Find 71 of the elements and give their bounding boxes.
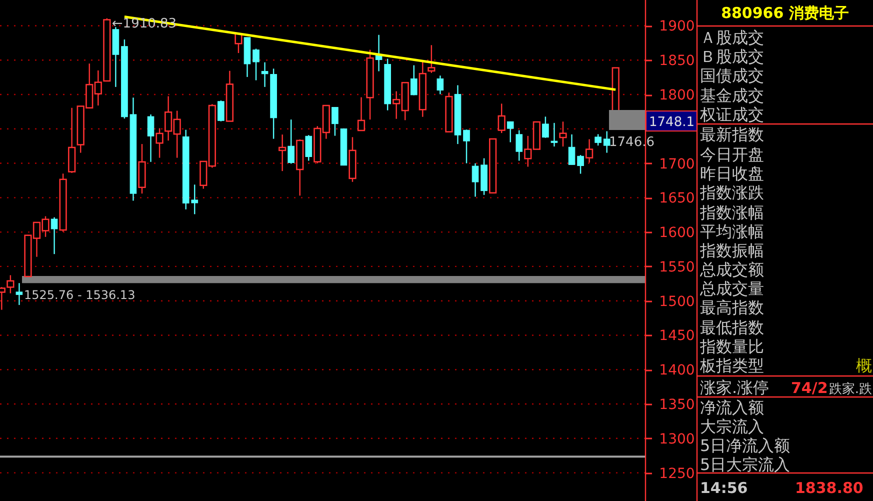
text: 14:56 xyxy=(700,479,748,497)
text: 1838.80 xyxy=(795,479,864,497)
candlestick xyxy=(50,216,58,255)
candlestick xyxy=(586,138,594,164)
text: Ａ股成交 xyxy=(700,28,764,47)
candlestick xyxy=(506,121,514,143)
candlestick xyxy=(288,118,295,164)
y-tick-label: 1550 xyxy=(659,259,695,276)
text: 最新指数 xyxy=(700,125,764,144)
text: 基金成交 xyxy=(700,86,764,105)
y-tick-label: 1600 xyxy=(659,225,695,242)
text: 昨日收盘 xyxy=(700,164,764,183)
candlestick xyxy=(542,116,549,138)
text: 5日大宗流入 xyxy=(700,455,790,474)
text: Ｂ股成交 xyxy=(700,47,764,66)
candlestick xyxy=(410,64,418,96)
y-tick-label: 1400 xyxy=(659,362,695,379)
candlestick xyxy=(463,128,470,164)
text: 总成交量 xyxy=(699,279,764,298)
candlestick xyxy=(498,103,506,134)
candlestick xyxy=(603,130,610,154)
candlestick xyxy=(436,74,444,95)
text: 指数振幅 xyxy=(699,241,764,260)
text: 平均涨幅 xyxy=(700,222,764,241)
candlestick xyxy=(516,130,523,162)
candlestick xyxy=(252,48,260,81)
y-tick-label: 1250 xyxy=(659,466,695,482)
candlestick xyxy=(147,114,154,163)
text: 今日开盘 xyxy=(700,145,764,164)
text: 概 xyxy=(856,356,872,375)
y-tick-label: 1900 xyxy=(659,18,695,35)
candlestick xyxy=(261,62,268,88)
text: 1748.1 xyxy=(649,115,694,130)
text: 指数量比 xyxy=(699,337,764,356)
candlestick xyxy=(594,134,602,146)
y-tick-label: 1800 xyxy=(659,88,695,104)
text: 74/2 xyxy=(791,379,828,397)
y-tick-label: 1500 xyxy=(659,294,695,310)
candlestick xyxy=(332,106,338,136)
y-tick-label: 1650 xyxy=(659,190,695,207)
text: 最高指数 xyxy=(700,298,764,317)
candlestick xyxy=(577,154,584,174)
candlestick xyxy=(305,134,312,162)
y-tick-label: 1450 xyxy=(659,328,695,344)
text: 880966 消费电子 xyxy=(721,4,849,22)
candlestick xyxy=(550,122,558,148)
text: 最低指数 xyxy=(700,318,764,337)
text: 5日净流入额 xyxy=(700,436,790,455)
y-tick-label: 1350 xyxy=(659,397,695,414)
y-tick-label: 1700 xyxy=(659,156,695,172)
text: 大宗流入 xyxy=(700,417,764,436)
text: 指数涨跌 xyxy=(699,183,764,202)
candlestick xyxy=(428,44,436,74)
text: 涨家.涨停 xyxy=(700,378,770,397)
text: 净流入额 xyxy=(700,398,764,417)
text: 总成交额 xyxy=(699,260,764,279)
band-label: 1525.76 - 1536.13 xyxy=(24,288,136,302)
candlestick xyxy=(568,134,576,166)
text: 跌家.跌 xyxy=(828,381,872,397)
text: 国债成交 xyxy=(700,66,764,85)
y-tick-label: 1850 xyxy=(659,53,695,70)
candlestick xyxy=(278,134,286,172)
y-tick-label: 1300 xyxy=(659,431,695,448)
candlestick xyxy=(156,128,164,158)
text: 指数涨幅 xyxy=(699,203,764,222)
candlestick xyxy=(357,96,366,132)
text: 权证成交 xyxy=(699,105,764,124)
candlestick xyxy=(559,121,567,148)
candlestick xyxy=(16,282,23,306)
text: 板指类型 xyxy=(699,356,764,375)
candlestick xyxy=(218,100,224,122)
